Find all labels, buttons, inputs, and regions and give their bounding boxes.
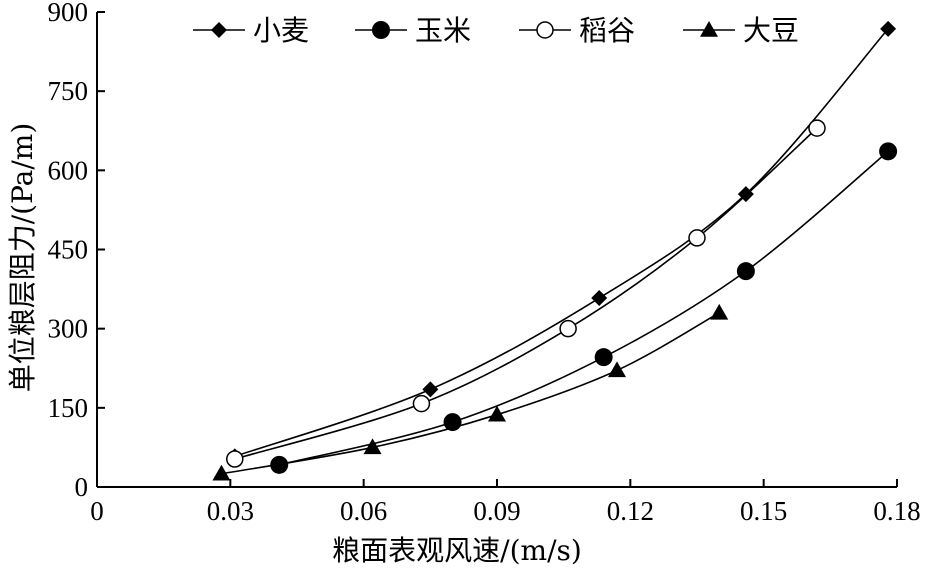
- data-point: [736, 262, 755, 281]
- legend-marker: [372, 21, 390, 39]
- legend-label: 稻谷: [579, 14, 635, 47]
- x-axis-title: 粮面表观风速/(m/s): [332, 534, 582, 567]
- data-point: [688, 229, 706, 247]
- legend-label: 大豆: [743, 14, 799, 47]
- series-0: [226, 20, 897, 465]
- legend-item-1: 玉米: [355, 14, 471, 47]
- series-3: [212, 303, 729, 481]
- legend: 小麦 玉米 稻谷 大豆: [193, 14, 799, 47]
- y-tick-label: 750: [48, 76, 89, 106]
- data-point: [808, 119, 826, 137]
- data-point: [488, 405, 506, 422]
- data-point: [212, 464, 231, 481]
- y-tick-label: 900: [48, 0, 89, 27]
- series-layer: [212, 20, 898, 481]
- data-point: [559, 319, 577, 338]
- legend-label: 玉米: [415, 14, 471, 47]
- series-line: [221, 312, 720, 475]
- legend-item-2: 稻谷: [519, 14, 635, 47]
- series-2: [226, 119, 826, 468]
- y-tick-label: 300: [48, 314, 89, 344]
- data-point: [591, 290, 608, 307]
- legend-marker: [536, 21, 554, 39]
- y-tick-label: 600: [48, 155, 89, 185]
- y-tick-label: 450: [48, 235, 89, 265]
- data-point: [412, 394, 431, 413]
- x-tick-label: 0.12: [607, 496, 654, 526]
- x-tick-label: 0.03: [207, 496, 254, 526]
- series-line: [234, 127, 818, 460]
- data-point: [879, 142, 898, 161]
- data-point: [608, 361, 626, 378]
- axes: 0 0.03 0.06 0.09 0.12 0.15 0.18 0 150 300 450 600 75…: [48, 0, 921, 526]
- legend-item-3: 大豆: [683, 14, 799, 47]
- y-tick-label: 150: [48, 393, 89, 423]
- x-tick-label: 0.09: [473, 496, 520, 526]
- x-tick-label: 0: [90, 496, 104, 526]
- y-axis-title: 单位粮层阻力/(Pa/m): [6, 123, 39, 393]
- legend-label: 小麦: [253, 14, 309, 47]
- data-point: [594, 348, 613, 367]
- legend-marker: [211, 22, 227, 38]
- x-tick-label: 0.15: [740, 496, 787, 526]
- data-point: [363, 438, 382, 455]
- legend-item-0: 小麦: [193, 14, 309, 47]
- data-point: [422, 381, 439, 398]
- x-tick-label: 0.18: [873, 496, 920, 526]
- x-tick-label: 0.06: [340, 496, 387, 526]
- data-point: [880, 20, 897, 37]
- data-point: [226, 450, 244, 468]
- legend-marker: [700, 21, 718, 37]
- y-tick-label: 0: [75, 472, 89, 502]
- data-point: [710, 303, 729, 320]
